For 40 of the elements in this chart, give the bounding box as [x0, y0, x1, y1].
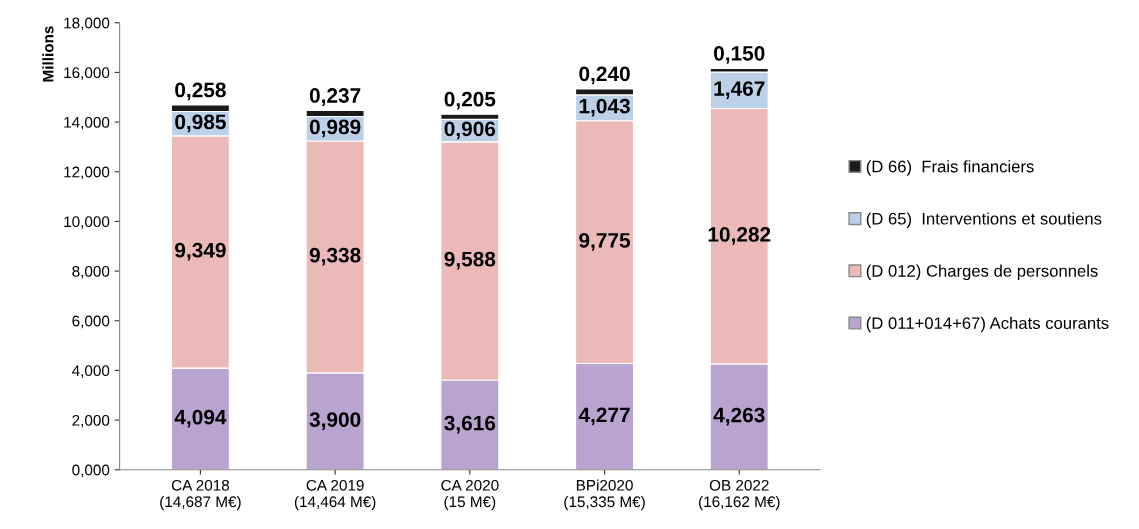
data-label: 4,263: [713, 407, 765, 426]
legend-label: (D 66) Frais financiers: [866, 160, 1034, 176]
data-label: 0,240: [579, 66, 630, 85]
y-tick-label: 18,000: [64, 17, 110, 31]
y-tick-label: 0,000: [72, 464, 110, 478]
data-label: 0,258: [175, 82, 226, 101]
data-label: 9,349: [175, 242, 226, 261]
data-label: 3,900: [309, 412, 361, 430]
y-tick-label: 6,000: [72, 315, 110, 329]
data-label: 0,906: [444, 121, 496, 140]
x-tick-label: OB 2022 (16,162 M€): [699, 479, 780, 511]
data-label: 1,467: [714, 81, 765, 99]
data-label: 0,989: [309, 119, 361, 138]
y-tick-label: 14,000: [64, 116, 110, 130]
data-label: 9,338: [309, 247, 361, 266]
x-tick-label: BPi2020 (15,335 M€): [564, 479, 645, 511]
data-label: 4,094: [174, 409, 227, 428]
y-tick-label: 4,000: [72, 365, 110, 378]
y-axis-title: Millions: [42, 26, 54, 82]
x-tick-label: CA 2019 (14,464 M€): [294, 479, 376, 511]
data-label: 0,985: [175, 114, 226, 133]
data-label: 10,282: [708, 227, 771, 245]
legend-label: (D 012) Charges de personnels: [866, 264, 1098, 281]
x-tick-label: CA 2020 (15 M€): [441, 479, 499, 511]
data-label: 3,616: [444, 415, 496, 434]
data-label: 0,237: [309, 88, 361, 106]
legend-label: (D 011+014+67) Achats courants: [866, 316, 1109, 333]
legend-label: (D 65) Interventions et soutiens: [866, 212, 1102, 228]
data-label: 1,043: [579, 98, 630, 117]
y-tick-label: 16,000: [64, 67, 110, 80]
data-label: 0,205: [444, 91, 496, 110]
data-label: 4,277: [578, 407, 630, 426]
y-tick-label: 12,000: [64, 166, 110, 180]
data-label: 9,588: [444, 251, 496, 270]
y-tick-label: 10,000: [64, 216, 110, 229]
y-tick-label: 2,000: [72, 414, 110, 428]
y-tick-label: 8,000: [72, 265, 110, 279]
x-tick-label: CA 2018 (14,687 M€): [160, 479, 241, 511]
data-label: 9,775: [579, 233, 631, 251]
data-label: 0,150: [714, 45, 765, 64]
